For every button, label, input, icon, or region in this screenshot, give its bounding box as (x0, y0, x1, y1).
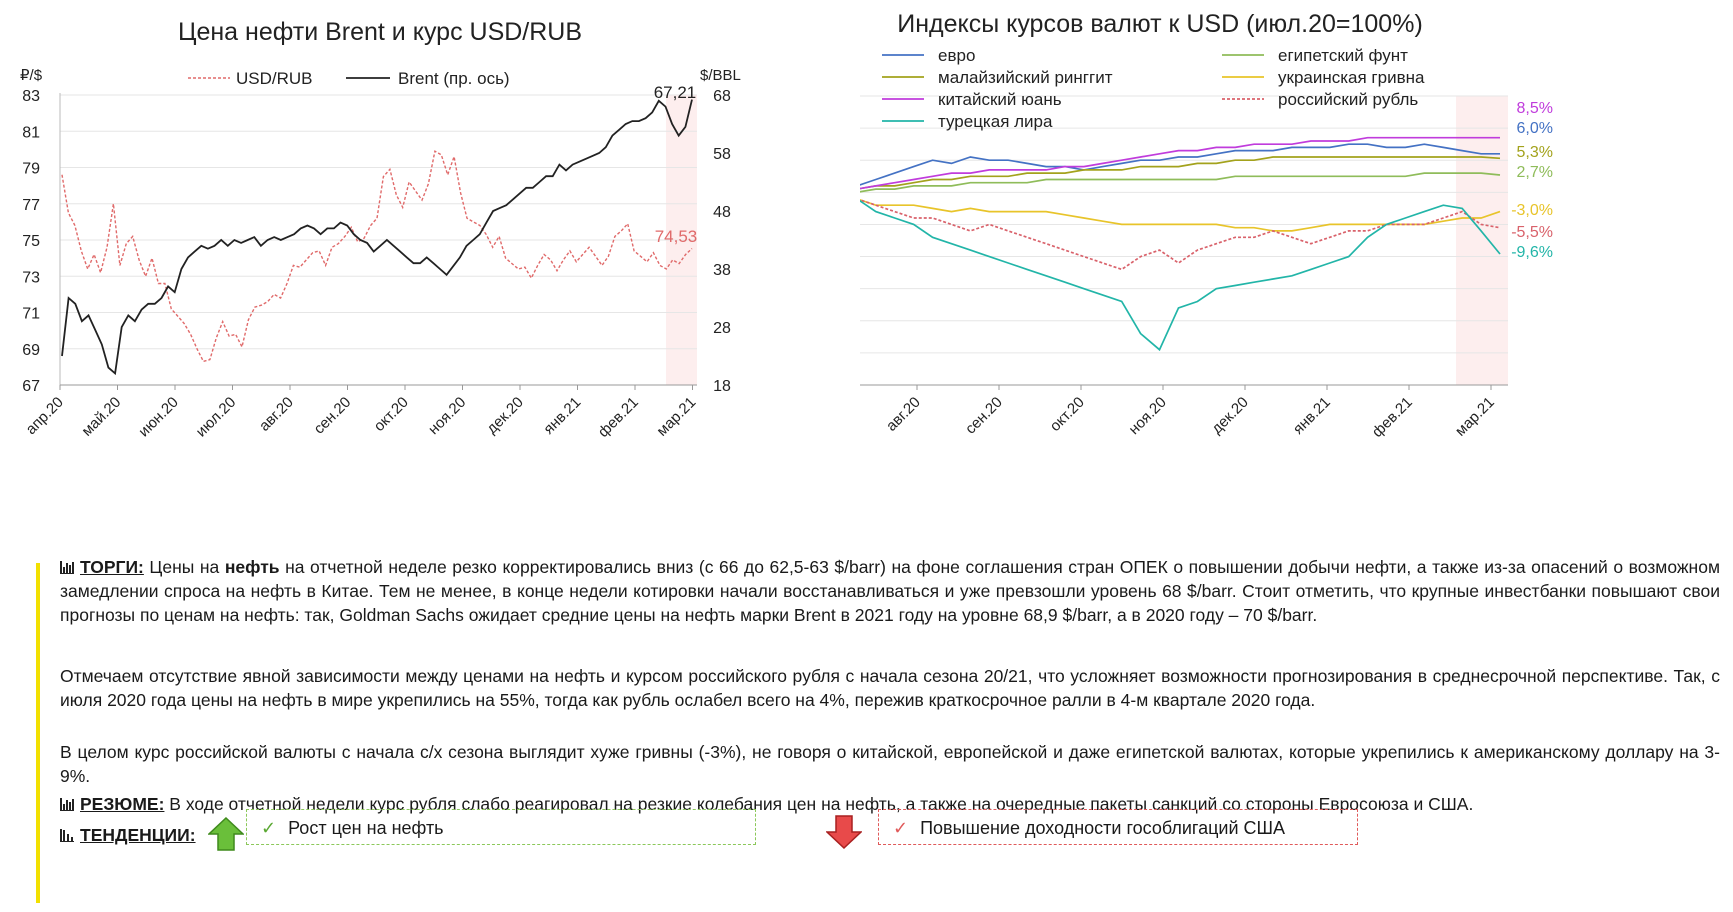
trend-down-box: ✓ Повышение доходности гособлигаций США (878, 809, 1358, 845)
trend-up-text: Рост цен на нефть (288, 818, 444, 838)
series-line (860, 198, 1501, 271)
left-tick-label: 75 (22, 233, 40, 250)
left-tick-label: 79 (22, 161, 40, 178)
x-tick-label: июл.20 (193, 394, 240, 441)
x-tick-label: ноя.20 (425, 394, 469, 438)
x-tick-label: май.20 (78, 394, 124, 440)
x-tick-label: дек.20 (1208, 394, 1251, 437)
legend-brent-label: Brent (пр. ось) (398, 69, 510, 88)
right-tick-label: 48 (713, 204, 731, 221)
series-end-label: -3,0% (1511, 202, 1553, 219)
left-tick-label: 67 (22, 378, 40, 395)
left-tick-label: 77 (22, 197, 40, 214)
recent-period-band (1456, 96, 1508, 385)
usd-rub-line (61, 150, 693, 363)
series-end-label: 2,7% (1517, 164, 1553, 181)
legend-label: китайский юань (938, 90, 1062, 109)
left-tick-label: 81 (22, 124, 40, 141)
left-tick-label: 73 (22, 269, 40, 286)
x-tick-label: мар.21 (653, 394, 699, 440)
chart-oil-rub: Цена нефти Brent и курс USD/RUB ₽/$ $/BBL 8… (20, 18, 741, 441)
legend-label: украинская гривна (1278, 68, 1425, 87)
x-tick-label: фев.21 (1369, 394, 1416, 441)
chart-bar-icon (60, 798, 74, 811)
chart-title: Цена нефти Brent и курс USD/RUB (178, 18, 582, 46)
left-tick-label: 71 (22, 306, 40, 323)
x-tick-label: фев.21 (595, 394, 642, 441)
right-tick-label: 38 (713, 262, 731, 279)
legend-label: египетский фунт (1278, 46, 1408, 65)
x-tick-label: авг.20 (883, 394, 924, 435)
right-tick-label: 58 (713, 146, 731, 163)
series-end-label: 8,5% (1517, 100, 1553, 117)
series-end-label: -9,6% (1511, 244, 1553, 261)
legend-label: малайзийский ринггит (938, 68, 1113, 87)
legend-label: евро (938, 46, 975, 65)
arrow-down-icon (826, 815, 862, 849)
right-tick-label: 18 (713, 378, 731, 395)
series-line (860, 156, 1501, 190)
series-line (860, 172, 1501, 193)
x-tick-label: сен.20 (310, 394, 354, 438)
brent-line (61, 99, 693, 376)
x-tick-label: янв.21 (1290, 394, 1334, 438)
arrow-up-icon (208, 817, 244, 851)
tendencies-row: ТЕНДЕНЦИИ: (60, 823, 196, 847)
legend-usdrub-label: USD/RUB (236, 69, 313, 88)
trade-paragraph: ТОРГИ: Цены на нефть на отчетной неделе … (60, 557, 1720, 625)
series-line (860, 143, 1500, 186)
series-line (860, 199, 1501, 352)
summary-label: РЕЗЮМЕ: (80, 794, 165, 814)
x-tick-label: янв.21 (540, 394, 584, 438)
x-tick-label: мар.21 (1452, 394, 1498, 440)
paragraph-3: В целом курс российской валюты с начала … (60, 742, 1720, 786)
x-tick-label: апр.20 (23, 394, 67, 438)
trend-up-box: ✓ Рост цен на нефть (246, 809, 756, 845)
commentary-block: ТОРГИ: Цены на нефть на отчетной неделе … (36, 557, 1720, 903)
trend-down-text: Повышение доходности гособлигаций США (920, 818, 1286, 838)
x-tick-label: окт.20 (1047, 394, 1088, 435)
x-tick-label: авг.20 (256, 394, 297, 435)
right-tick-label: 68 (713, 88, 731, 105)
chart-fx-index: Индексы курсов валют к USD (июл.20=100%)… (860, 10, 1553, 441)
series-end-label: 5,3% (1517, 144, 1553, 161)
legend-label: турецкая лира (938, 112, 1053, 131)
x-tick-label: дек.20 (483, 394, 526, 437)
trend-icon (60, 829, 74, 842)
x-tick-label: сен.20 (962, 394, 1006, 438)
right-axis-unit: $/BBL (700, 67, 741, 84)
trade-label: ТОРГИ: (80, 557, 144, 577)
chart-title: Индексы курсов валют к USD (июл.20=100%) (897, 10, 1423, 38)
brent-last-label: 67,21 (654, 83, 697, 102)
right-tick-label: 28 (713, 320, 731, 337)
x-tick-label: июн.20 (135, 394, 182, 441)
series-line (860, 136, 1500, 190)
series-end-label: 6,0% (1517, 120, 1553, 137)
rub-last-label: 74,53 (655, 227, 698, 246)
legend-label: российский рубль (1278, 90, 1418, 109)
tendencies-label: ТЕНДЕНЦИИ: (80, 825, 196, 845)
left-axis-unit: ₽/$ (20, 67, 43, 84)
series-end-label: -5,5% (1511, 224, 1553, 241)
x-tick-label: ноя.20 (1126, 394, 1170, 438)
chart-bar-icon (60, 561, 74, 574)
x-tick-label: окт.20 (371, 394, 412, 435)
paragraph-2: Отмечаем отсутствие явной зависимости ме… (60, 666, 1720, 710)
left-tick-label: 83 (22, 88, 40, 105)
left-tick-label: 69 (22, 342, 40, 359)
